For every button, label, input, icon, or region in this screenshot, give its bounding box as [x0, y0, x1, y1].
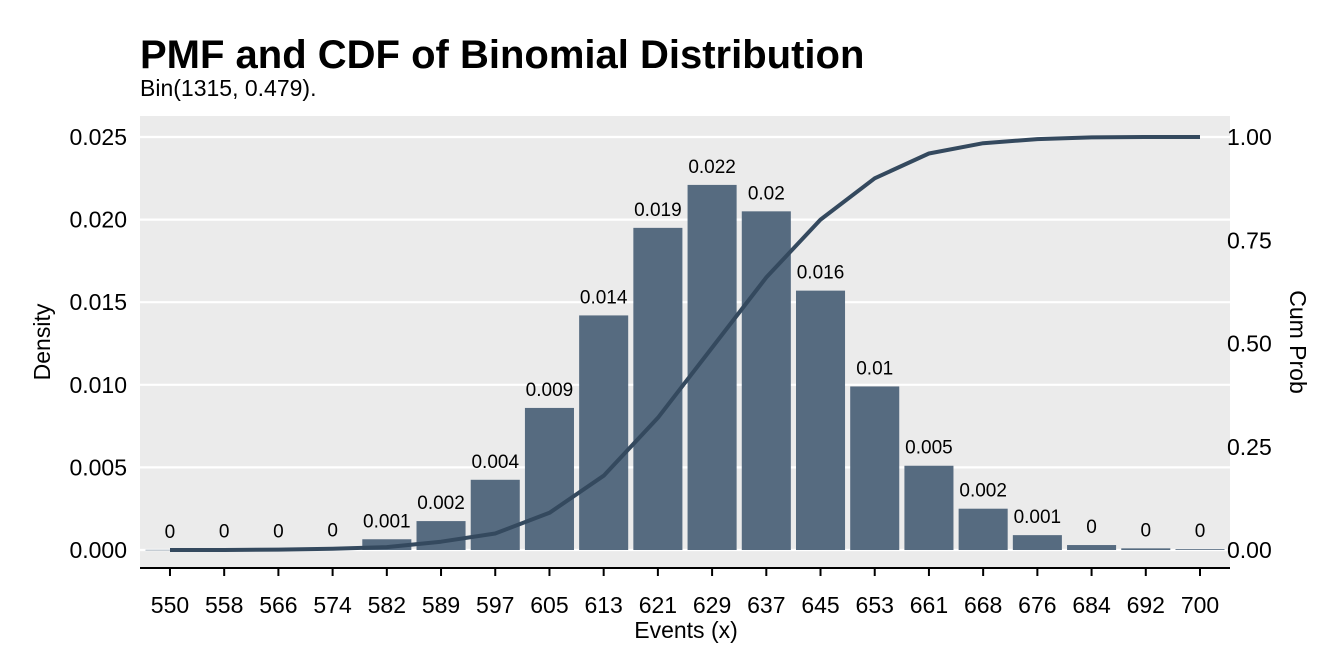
plot-panel	[140, 116, 1230, 568]
bar-data-label: 0.002	[959, 481, 1007, 502]
bar-data-label: 0.005	[905, 438, 953, 459]
bar	[362, 539, 412, 550]
x-tick-label: 613	[584, 592, 622, 618]
x-tick-label: 653	[856, 592, 894, 618]
bar-data-label: 0.014	[580, 287, 628, 308]
bar	[850, 386, 900, 550]
x-tick-label: 597	[476, 592, 514, 618]
y-tick-label: 0.015	[69, 289, 127, 315]
bar	[633, 227, 683, 551]
bar-data-label: 0.022	[688, 157, 736, 178]
bar-data-label: 0.019	[634, 200, 682, 221]
x-tick-label: 566	[259, 592, 297, 618]
x-tick-label: 692	[1127, 592, 1165, 618]
bar	[145, 549, 195, 551]
bar-data-label: 0	[1195, 521, 1206, 542]
x-tick-label: 550	[151, 592, 189, 618]
bar-data-label: 0.009	[526, 380, 574, 401]
bar	[1012, 535, 1062, 550]
y2-tick-label: 0.75	[1227, 227, 1272, 253]
cdf-line	[170, 135, 1200, 552]
bar	[416, 521, 466, 550]
y2-axis-title: Cum Prob	[1285, 290, 1311, 394]
bar	[1067, 545, 1117, 550]
x-tick-label: 661	[910, 592, 948, 618]
bar-data-label: 0.02	[748, 183, 785, 204]
bar-data-label: 0.001	[1014, 507, 1062, 528]
bar	[524, 407, 574, 550]
bar	[904, 465, 954, 550]
bar-data-label: 0.002	[417, 493, 465, 514]
y-tick-label: 0.020	[69, 207, 127, 233]
bar-data-label: 0	[327, 520, 338, 541]
y2-tick-label: 1.00	[1227, 124, 1272, 150]
y-axis-ticks: 0.000 0.005 0.010 0.015 0.020 0.025	[69, 124, 127, 563]
x-tick-label: 558	[205, 592, 243, 618]
bar	[1175, 549, 1225, 550]
x-tick-label: 700	[1181, 592, 1219, 618]
bar	[741, 211, 791, 550]
x-tick-label: 684	[1072, 592, 1111, 618]
y2-axis-ticks: 0.00 0.25 0.50 0.75 1.00	[1227, 124, 1272, 563]
x-axis-title: Events (x)	[634, 617, 738, 643]
x-tick-label: 582	[368, 592, 406, 618]
y-tick-label: 0.005	[69, 454, 127, 480]
x-tick-label: 676	[1018, 592, 1056, 618]
bar	[958, 508, 1008, 550]
y2-tick-label: 0.25	[1227, 434, 1272, 460]
bar	[1121, 548, 1171, 550]
bar-data-label: 0	[1140, 520, 1151, 541]
bar-data-label: 0	[1086, 517, 1097, 538]
x-tick-label: 621	[639, 592, 677, 618]
y-tick-label: 0.010	[69, 372, 127, 398]
x-tick-label: 605	[530, 592, 568, 618]
y-axis-title: Density	[29, 303, 55, 380]
x-tick-label: 637	[747, 592, 785, 618]
x-tick-label: 629	[693, 592, 731, 618]
bar	[795, 290, 846, 550]
bar	[470, 479, 520, 550]
chart-subtitle: Bin(1315, 0.479).	[140, 75, 316, 101]
bar-data-label: 0.016	[797, 263, 845, 284]
x-axis-ticks: 550 558 566 574 582 589 597 605 613 621 629 637 645 6…	[151, 568, 1219, 618]
bar	[579, 315, 629, 550]
bars	[145, 184, 1225, 551]
x-tick-label: 574	[313, 592, 352, 618]
bar-data-label: 0.001	[363, 511, 411, 532]
chart-title: PMF and CDF of Binomial Distribution	[140, 33, 864, 77]
cdf-line-layer	[170, 135, 1200, 552]
y-tick-label: 0.000	[69, 537, 127, 563]
bar-data-label: 0	[165, 522, 176, 543]
x-tick-label: 668	[964, 592, 1002, 618]
bar-data-labels: 0 0 0 0 0.001 0.002 0.004 0.009 0.014 0.019 0.022 0…	[165, 157, 1206, 543]
y2-tick-label: 0.00	[1227, 537, 1272, 563]
bar-data-label: 0.004	[471, 452, 519, 473]
x-tick-label: 645	[801, 592, 839, 618]
bar-data-label: 0.01	[856, 358, 893, 379]
bar-data-label: 0	[219, 522, 230, 543]
y-tick-label: 0.025	[69, 124, 127, 150]
y2-tick-label: 0.50	[1227, 331, 1272, 357]
bar-data-label: 0	[273, 521, 284, 542]
x-tick-label: 589	[422, 592, 460, 618]
